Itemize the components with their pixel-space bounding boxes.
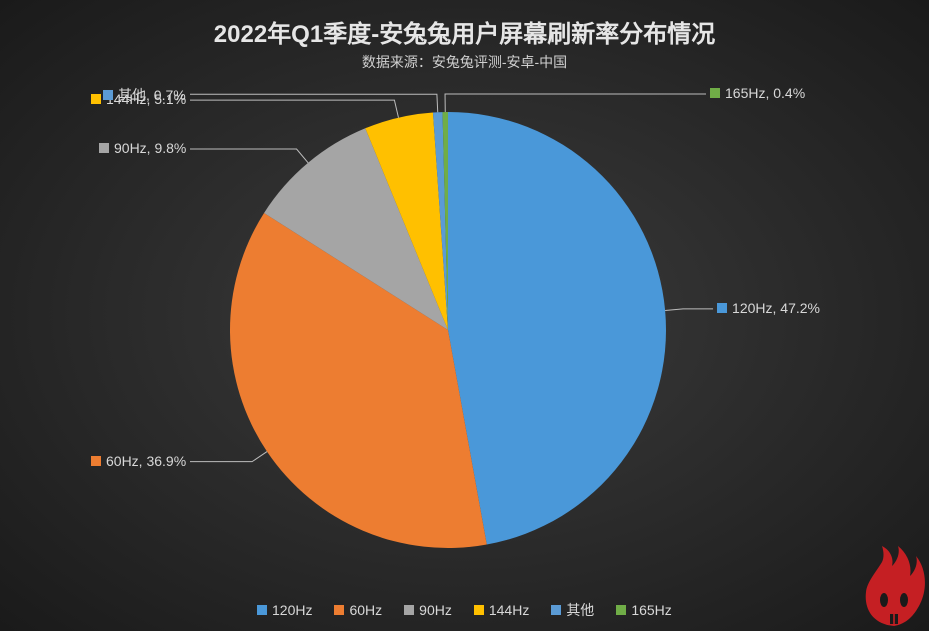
slice-label-90Hz: 90Hz, 9.8% — [99, 140, 186, 156]
legend-swatch-icon — [257, 605, 267, 615]
antutu-logo-icon — [862, 546, 926, 631]
slice-swatch-icon — [710, 88, 720, 98]
slice-label-120Hz: 120Hz, 47.2% — [717, 300, 820, 316]
slice-swatch-icon — [717, 303, 727, 313]
legend-swatch-icon — [404, 605, 414, 615]
slice-label-text: 其他, 0.7% — [118, 85, 186, 105]
legend-item-90Hz: 90Hz — [404, 602, 452, 618]
slice-label-165Hz: 165Hz, 0.4% — [710, 85, 805, 101]
legend-item-其他: 其他 — [551, 600, 594, 620]
slice-label-text: 60Hz, 36.9% — [106, 453, 186, 469]
slice-swatch-icon — [103, 90, 113, 100]
slice-label-其他: 其他, 0.7% — [103, 85, 186, 105]
legend-label: 165Hz — [631, 602, 671, 618]
slice-label-text: 120Hz, 47.2% — [732, 300, 820, 316]
pie-slice-120Hz — [448, 112, 666, 545]
chart-legend: 120Hz 60Hz 90Hz 144Hz 其他 165Hz — [257, 600, 672, 620]
legend-item-165Hz: 165Hz — [616, 602, 671, 618]
legend-swatch-icon — [474, 605, 484, 615]
slice-swatch-icon — [91, 456, 101, 466]
slice-label-60Hz: 60Hz, 36.9% — [91, 453, 186, 469]
legend-swatch-icon — [334, 605, 344, 615]
chart-canvas: 2022年Q1季度-安兔兔用户屏幕刷新率分布情况 数据来源：安兔兔评测-安卓-中… — [0, 0, 929, 631]
slice-label-text: 165Hz, 0.4% — [725, 85, 805, 101]
slice-swatch-icon — [99, 143, 109, 153]
legend-item-144Hz: 144Hz — [474, 602, 529, 618]
legend-swatch-icon — [551, 605, 561, 615]
legend-label: 60Hz — [349, 602, 382, 618]
slice-swatch-icon — [91, 94, 101, 104]
legend-swatch-icon — [616, 605, 626, 615]
legend-item-60Hz: 60Hz — [334, 602, 382, 618]
slice-label-text: 90Hz, 9.8% — [114, 140, 186, 156]
legend-item-120Hz: 120Hz — [257, 602, 312, 618]
legend-label: 120Hz — [272, 602, 312, 618]
legend-label: 144Hz — [489, 602, 529, 618]
legend-label: 其他 — [566, 600, 594, 620]
legend-label: 90Hz — [419, 602, 452, 618]
